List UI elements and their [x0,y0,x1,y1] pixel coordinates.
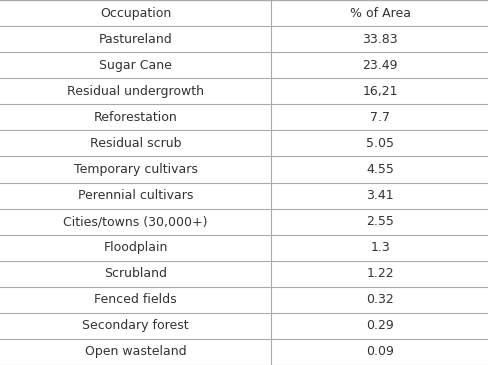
Text: Occupation: Occupation [100,7,171,20]
Text: 33.83: 33.83 [362,32,397,46]
Text: 7.7: 7.7 [369,111,389,124]
Text: Perennial cultivars: Perennial cultivars [78,189,193,202]
Text: 0.29: 0.29 [366,319,393,333]
Text: Secondary forest: Secondary forest [82,319,189,333]
Text: Open wasteland: Open wasteland [85,345,186,358]
Text: 16,21: 16,21 [362,85,397,98]
Text: Scrubland: Scrubland [104,267,167,280]
Text: 23.49: 23.49 [362,59,397,72]
Text: 4.55: 4.55 [366,163,393,176]
Text: Pastureland: Pastureland [99,32,172,46]
Text: Fenced fields: Fenced fields [94,293,177,306]
Text: Cities/towns (30,000+): Cities/towns (30,000+) [63,215,207,228]
Text: Reforestation: Reforestation [94,111,177,124]
Text: 0.09: 0.09 [366,345,393,358]
Text: 2.55: 2.55 [366,215,393,228]
Text: Sugar Cane: Sugar Cane [99,59,172,72]
Text: % of Area: % of Area [349,7,410,20]
Text: 3.41: 3.41 [366,189,393,202]
Text: 1.22: 1.22 [366,267,393,280]
Text: Residual undergrowth: Residual undergrowth [67,85,204,98]
Text: Temporary cultivars: Temporary cultivars [74,163,197,176]
Text: 1.3: 1.3 [369,241,389,254]
Text: Residual scrub: Residual scrub [90,137,181,150]
Text: 5.05: 5.05 [366,137,393,150]
Text: Floodplain: Floodplain [103,241,167,254]
Text: 0.32: 0.32 [366,293,393,306]
